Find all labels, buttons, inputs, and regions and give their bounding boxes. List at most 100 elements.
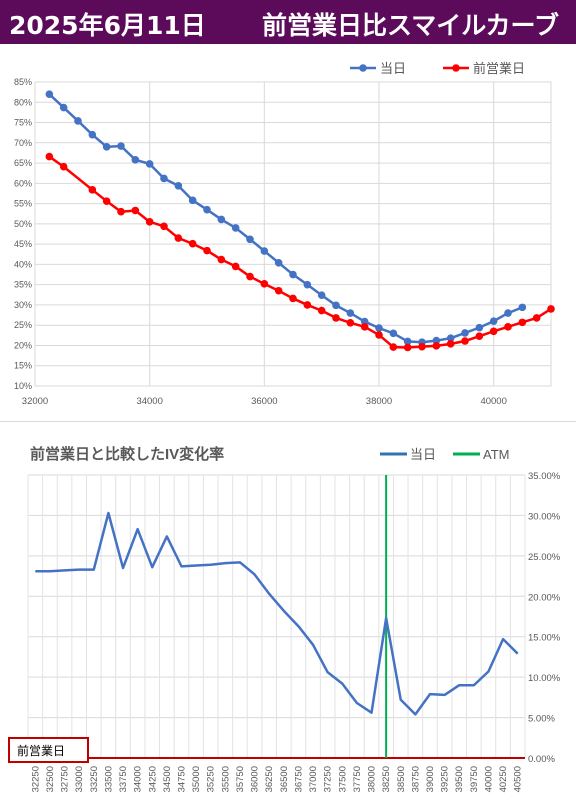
series-point-today [188,196,197,205]
series-point-today [403,337,412,346]
baseline-label-box [8,737,89,763]
series-point-prev [274,286,283,295]
series-point-prev [547,305,555,313]
series-point-prev [475,332,484,340]
series-point-prev [260,280,269,288]
x-tick-label: 38000 [367,766,378,792]
x-tick-label: 32250 [30,766,41,792]
x-tick-label: 40000 [480,396,506,407]
x-tick-label: 36500 [279,766,290,792]
x-tick-label: 39000 [425,766,436,792]
y-tick-label: 20% [14,340,32,350]
y-tick-label: 40% [14,259,32,269]
series-point-today [274,258,283,267]
x-tick-label: 36750 [293,766,304,792]
x-tick-label: 36000 [251,396,277,407]
x-tick-label: 37250 [323,766,334,792]
series-point-prev [231,262,240,271]
series-point-prev [461,337,469,345]
series-point-prev [88,186,97,194]
series-point-today [489,317,498,325]
series-point-prev [518,318,527,327]
series-point-prev [532,314,541,322]
y-tick-label: 55% [14,199,32,209]
x-tick-label: 40500 [513,766,524,792]
y-tick-label: 75% [14,118,32,128]
series-point-today [332,301,340,310]
series-point-today [289,270,297,279]
series-point-prev [418,342,426,351]
series-point-today [504,309,512,317]
x-tick-label: 39500 [454,766,465,792]
x-tick-label: 39250 [440,766,451,792]
series-point-today [217,215,226,224]
plot-area [34,81,552,387]
x-tick-label: 33000 [74,766,85,792]
y-tick-label: 10.00% [528,673,561,684]
x-tick-label: 36000 [250,766,261,792]
x-tick-label: 36250 [264,766,275,792]
legend-marker [359,64,367,72]
x-tick-label: 34000 [136,396,162,407]
x-tick-label: 33500 [103,766,114,792]
y-tick-label: 15% [14,361,32,371]
y-tick-label: 35% [14,280,32,290]
x-tick-label: 35750 [235,766,246,792]
series-point-prev [160,222,168,231]
x-tick-label: 38000 [366,396,392,407]
y-tick-label: 10% [14,381,32,391]
series-point-prev [188,239,197,248]
baseline-label: 前営業日 [17,743,65,758]
series-point-prev [504,323,512,331]
series-point-today [375,324,383,332]
series-point-today [45,90,54,98]
series-point-today [59,103,68,112]
series-point-today [346,309,355,317]
series-point-prev [446,340,455,348]
series-line-prev [48,155,552,349]
y-tick-label: 85% [14,77,32,87]
series-point-prev [117,207,125,216]
iv-series-line [35,511,519,716]
x-tick-label: 34250 [147,766,158,792]
x-tick-label: 34750 [176,766,187,792]
series-point-today [74,117,82,125]
series-point-prev [102,197,111,205]
x-tick-label: 40000 [483,766,494,792]
legend-label: 当日 [380,61,406,76]
x-tick-label: 32500 [45,766,56,792]
smile-curve-chart: 10% 15% 20% 25% 30% 35% 40% 45% 50% 55% 60% 65% 70% 7… [14,61,555,407]
y-tick-label: 25% [14,320,32,330]
x-tick-label: 37000 [308,766,319,792]
series-point-prev [289,294,297,303]
series-point-prev [217,255,226,264]
series-point-today [260,247,269,255]
chart-divider [0,421,576,422]
y-tick-label: 50% [14,219,32,229]
legend-label-atm: ATM [483,447,509,462]
series-point-today [461,329,469,337]
series-point-today [246,235,254,244]
x-tick-label: 37750 [352,766,363,792]
legend-marker [452,64,460,72]
series-point-today [317,291,326,300]
header-date: 2025年6月11日 [9,11,206,40]
series-point-prev [203,246,211,255]
series-point-prev [246,272,254,281]
y-tick-label: 25.00% [528,552,561,563]
y-tick-label: 60% [14,178,32,188]
legend-label-today: 当日 [410,447,436,462]
y-tick-label: 70% [14,138,32,148]
series-point-prev [346,318,355,327]
y-tick-label: 5.00% [528,714,555,725]
series-line-today [48,93,523,344]
header-title: 前営業日比スマイルカーブ [262,11,560,40]
series-point-today [518,303,527,312]
series-point-today [160,174,168,183]
series-point-today [145,160,154,168]
series-point-prev [403,343,412,352]
x-tick-label: 32750 [60,766,71,792]
series-point-today [303,280,312,289]
y-tick-label: 80% [14,97,32,107]
x-tick-label: 40250 [498,766,509,792]
